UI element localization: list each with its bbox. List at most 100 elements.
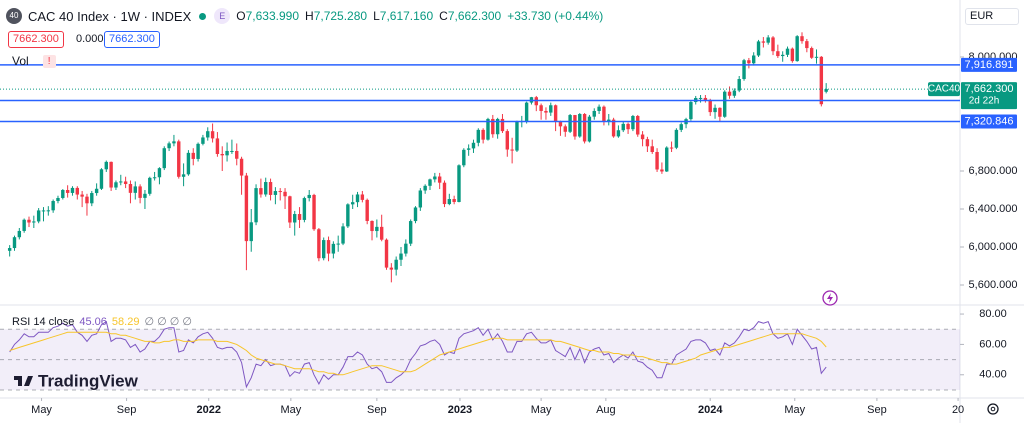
alert-bolt[interactable] — [827, 293, 833, 303]
candle-body — [776, 51, 780, 57]
candle-body — [259, 188, 263, 195]
candle-body — [394, 259, 398, 270]
candle-body — [167, 143, 171, 149]
candle-body — [181, 174, 186, 177]
candle-body — [41, 210, 46, 212]
volume-label[interactable]: Vol — [12, 54, 29, 68]
candle-body — [727, 91, 732, 96]
last-price: 7,662.300 — [965, 83, 1014, 95]
candle-body — [307, 194, 311, 199]
candle-body — [12, 237, 17, 249]
status-dot — [199, 12, 207, 20]
candle-body — [660, 169, 664, 172]
candle-body — [723, 91, 727, 117]
price-label: 7,916.891 — [965, 59, 1014, 71]
candle-body — [718, 107, 722, 117]
candle-body — [90, 193, 94, 204]
candle-body — [177, 141, 181, 177]
last-price-box — [961, 82, 1017, 110]
exchange-badge[interactable]: E — [214, 8, 231, 24]
candle-body — [616, 130, 621, 137]
candle-body — [592, 110, 596, 117]
candle-body — [471, 142, 476, 149]
candle-body — [631, 115, 635, 130]
candle-body — [636, 115, 640, 135]
candle-body — [128, 184, 133, 193]
candle-body — [254, 188, 258, 223]
logo-icon — [14, 376, 33, 386]
change: +33.730 (+0.44%) — [507, 9, 604, 23]
price-label: 7,320.846 — [965, 115, 1014, 127]
candle-body — [273, 191, 278, 195]
candle-body — [61, 190, 65, 198]
x-tick-label: 2023 — [448, 404, 472, 416]
candle-body — [225, 150, 229, 156]
currency[interactable]: EUR — [965, 8, 1019, 25]
x-tick-label: Sep — [367, 404, 387, 416]
candle-body — [742, 60, 746, 80]
candle-body — [703, 97, 708, 101]
candle-body — [689, 102, 693, 120]
candle-body — [795, 36, 799, 62]
ohlc-value: 7,633.990 — [245, 9, 300, 23]
buy-price[interactable]: 7662.300 — [104, 31, 160, 48]
candle-body — [766, 37, 770, 43]
candle-body — [505, 131, 509, 150]
sell-price[interactable]: 7662.300 — [8, 31, 64, 48]
candle-body — [524, 102, 529, 122]
symbol-row: 40 CAC 40 Index · 1W · INDEX E O7,633.99… — [6, 8, 603, 24]
x-tick-label: May — [531, 404, 552, 416]
candle-body — [515, 121, 519, 151]
candle-body — [85, 196, 89, 204]
candle-body — [500, 118, 505, 132]
candle-body — [331, 243, 336, 254]
candle-body — [109, 161, 113, 188]
candle-body — [239, 158, 244, 176]
volume-alert[interactable]: ! — [42, 54, 56, 68]
candle-body — [36, 210, 41, 222]
candle-body — [582, 114, 587, 142]
candle-body — [674, 129, 679, 148]
last-tag-box — [928, 82, 960, 97]
gear[interactable] — [987, 403, 999, 415]
y-tick-label: 6,800.000 — [969, 165, 1018, 177]
logo-text: TradingView — [38, 371, 139, 390]
settings-icon[interactable] — [987, 403, 999, 415]
gear-core[interactable] — [990, 406, 996, 412]
candle-body — [819, 56, 824, 105]
candle-body — [756, 41, 761, 56]
symbol-badge[interactable]: 40 — [6, 8, 22, 24]
candle-body — [423, 185, 427, 191]
candle-body — [206, 131, 210, 138]
candle-body — [17, 230, 22, 238]
candle-body — [379, 226, 384, 240]
candle-body — [805, 41, 809, 49]
candle-body — [539, 105, 543, 111]
candle-body — [65, 190, 70, 193]
alert-icon[interactable] — [822, 290, 838, 306]
candle-body — [563, 126, 567, 132]
countdown: 2d 22h — [969, 96, 1000, 107]
rsi-title[interactable]: RSI 14 close — [12, 315, 75, 328]
candle-body — [326, 240, 331, 254]
y-tick-label: 80.00 — [979, 308, 1007, 320]
candle-body — [22, 219, 26, 231]
candle-body — [288, 196, 292, 223]
candle-body — [143, 193, 147, 198]
candle-body — [297, 214, 302, 220]
candle-body — [457, 165, 461, 202]
y-tick-label: 6,000.000 — [969, 241, 1018, 253]
candle-body — [75, 187, 80, 195]
candle-body — [814, 56, 819, 58]
candle-body — [437, 176, 442, 183]
candle-body — [404, 243, 408, 254]
candle-body — [162, 148, 166, 169]
ohlc-key: C — [439, 9, 448, 23]
symbol-title[interactable]: CAC 40 Index · 1W · INDEX — [28, 8, 192, 24]
ohlc-readout: O7,633.990 H7,725.280 L7,617.160 C7,662.300… — [236, 9, 603, 23]
candle-body — [244, 175, 249, 242]
candle-body — [70, 187, 75, 193]
candle-body — [94, 188, 99, 194]
candle-body — [7, 248, 12, 251]
